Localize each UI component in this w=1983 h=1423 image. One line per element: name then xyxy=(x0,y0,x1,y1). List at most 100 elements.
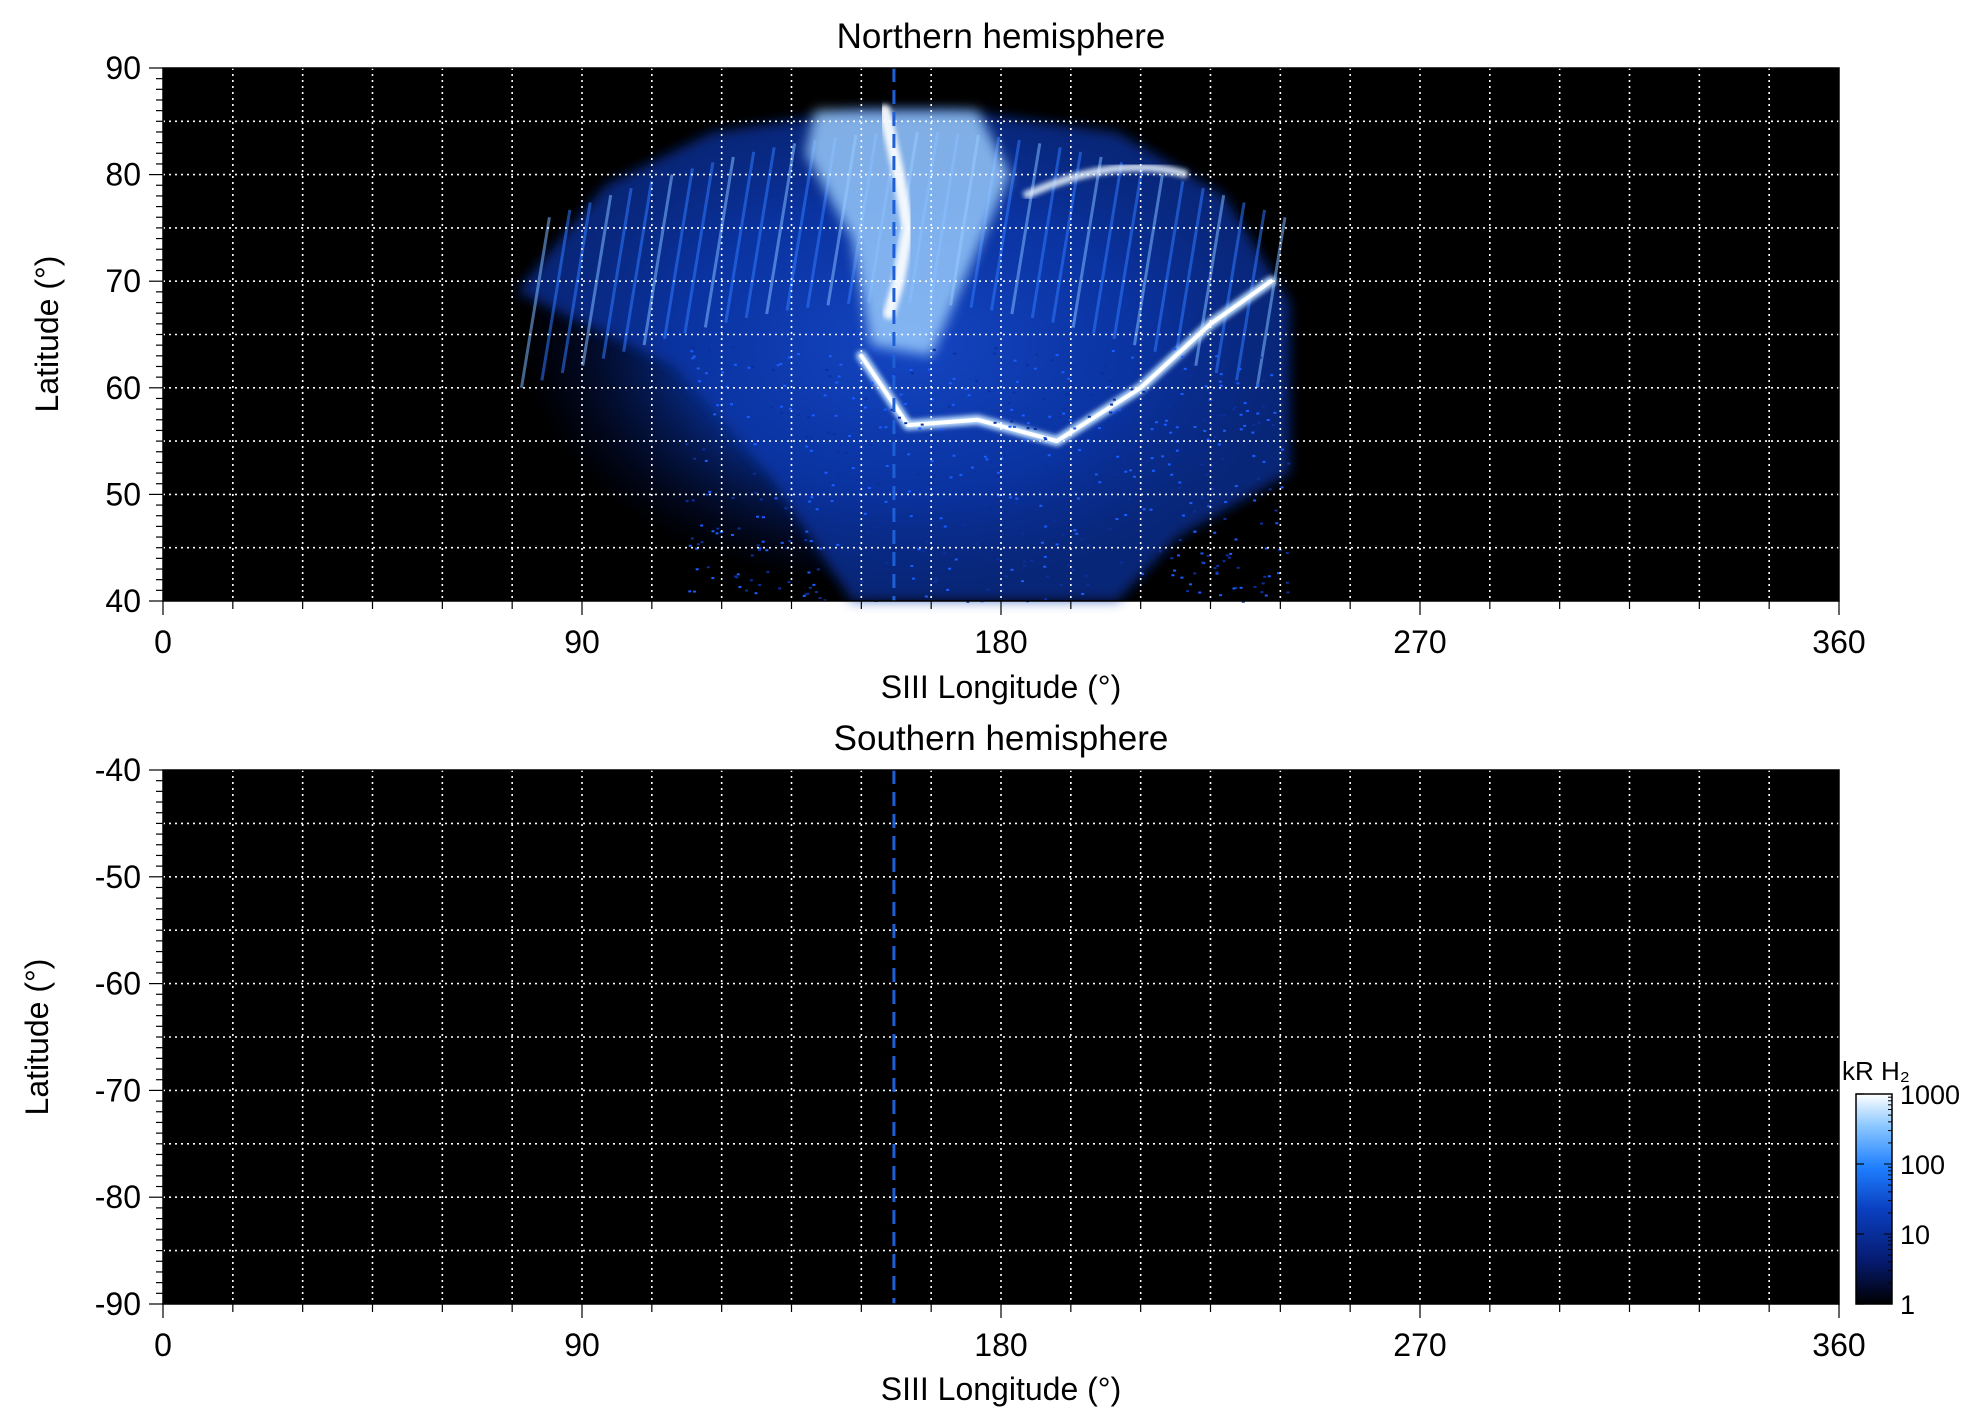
emission-speck xyxy=(924,494,928,497)
emission-speck xyxy=(1158,550,1162,553)
emission-speck xyxy=(907,453,911,456)
emission-speck xyxy=(1181,514,1185,517)
emission-speck xyxy=(1213,436,1217,439)
emission-speck xyxy=(1222,414,1226,417)
emission-speck xyxy=(725,385,729,388)
emission-speck xyxy=(1068,418,1072,421)
emission-speck xyxy=(1092,443,1096,446)
emission-speck xyxy=(903,402,907,405)
emission-speck xyxy=(1043,436,1047,439)
emission-speck xyxy=(1225,554,1229,557)
emission-speck xyxy=(1234,538,1238,541)
emission-speck xyxy=(1142,508,1146,511)
emission-speck xyxy=(1200,561,1204,564)
emission-speck xyxy=(1275,522,1279,525)
emission-speck xyxy=(1007,402,1011,405)
emission-speck xyxy=(1000,588,1004,591)
emission-speck xyxy=(930,460,934,463)
emission-speck xyxy=(925,540,929,543)
emission-speck xyxy=(737,527,741,530)
emission-speck xyxy=(765,549,769,552)
emission-speck xyxy=(1112,398,1116,401)
emission-speck xyxy=(711,530,715,533)
emission-speck xyxy=(1233,381,1237,384)
emission-speck xyxy=(1117,409,1121,412)
emission-speck xyxy=(1256,384,1260,387)
emission-speck xyxy=(1257,421,1261,424)
y-axis-label: Latitude (°) xyxy=(19,959,55,1116)
emission-speck xyxy=(815,508,819,511)
emission-speck xyxy=(690,537,694,540)
emission-speck xyxy=(1075,458,1079,461)
emission-speck xyxy=(970,466,974,469)
emission-speck xyxy=(1206,554,1210,557)
emission-speck xyxy=(1223,517,1227,520)
emission-speck xyxy=(1065,455,1069,458)
x-tick-label: 180 xyxy=(974,624,1027,660)
emission-speck xyxy=(993,352,997,355)
emission-speck xyxy=(1026,422,1030,425)
emission-speck xyxy=(1111,350,1115,353)
emission-speck xyxy=(867,531,871,534)
emission-speck xyxy=(992,493,996,496)
emission-ray xyxy=(785,139,817,311)
emission-speck xyxy=(1252,424,1256,427)
emission-speck xyxy=(1258,356,1262,359)
emission-speck xyxy=(805,530,809,533)
emission-speck xyxy=(1169,391,1173,394)
emission-speck xyxy=(870,381,874,384)
emission-speck xyxy=(884,426,888,429)
emission-ray xyxy=(765,143,797,315)
emission-speck xyxy=(1239,428,1243,431)
emission-speck xyxy=(758,584,762,587)
emission-speck xyxy=(1129,469,1133,472)
emission-speck xyxy=(851,467,855,470)
emission-speck xyxy=(1170,557,1174,560)
emission-ray xyxy=(724,151,756,323)
emission-speck xyxy=(1243,424,1247,427)
emission-speck xyxy=(818,596,822,599)
emission-speck xyxy=(1164,419,1168,422)
emission-speck xyxy=(1062,407,1066,410)
emission-speck xyxy=(750,554,754,557)
emission-speck xyxy=(1065,393,1069,396)
emission-speck xyxy=(1072,389,1076,392)
emission-speck xyxy=(1234,485,1238,488)
emission-speck xyxy=(831,484,835,487)
emission-speck xyxy=(1106,493,1110,496)
emission-speck xyxy=(1114,428,1118,431)
grid-lines xyxy=(163,68,1839,601)
emission-speck xyxy=(848,434,852,437)
emission-speck xyxy=(917,548,921,551)
emission-speck xyxy=(838,444,842,447)
emission-speck xyxy=(1073,529,1077,532)
emission-speck xyxy=(1261,582,1265,585)
emission-speck xyxy=(1181,355,1185,358)
emission-speck xyxy=(948,382,952,385)
y-tick-label: 60 xyxy=(105,370,141,406)
emission-speck xyxy=(1080,538,1084,541)
emission-speck xyxy=(796,353,800,356)
emission-speck xyxy=(1215,572,1219,575)
emission-speck xyxy=(946,588,950,591)
emission-ray xyxy=(1153,180,1185,353)
emission-speck xyxy=(761,540,765,543)
emission-ray xyxy=(1255,216,1287,389)
emission-speck xyxy=(928,483,932,486)
emission-speck xyxy=(1043,555,1047,558)
emission-speck xyxy=(709,391,713,394)
emission-speck xyxy=(808,586,812,589)
emission-speck xyxy=(774,497,778,500)
emission-speck xyxy=(1103,364,1107,367)
emission-speck xyxy=(1106,385,1110,388)
emission-speck xyxy=(983,510,987,513)
emission-speck xyxy=(947,405,951,408)
emission-speck xyxy=(1253,585,1257,588)
emission-speck xyxy=(1263,575,1267,578)
emission-speck xyxy=(1015,380,1019,383)
emission-speck xyxy=(1107,419,1111,422)
emission-speck xyxy=(1200,463,1204,466)
y-tick-label: -40 xyxy=(95,752,141,788)
emission-speck xyxy=(927,368,931,371)
emission-speck xyxy=(1116,473,1120,476)
